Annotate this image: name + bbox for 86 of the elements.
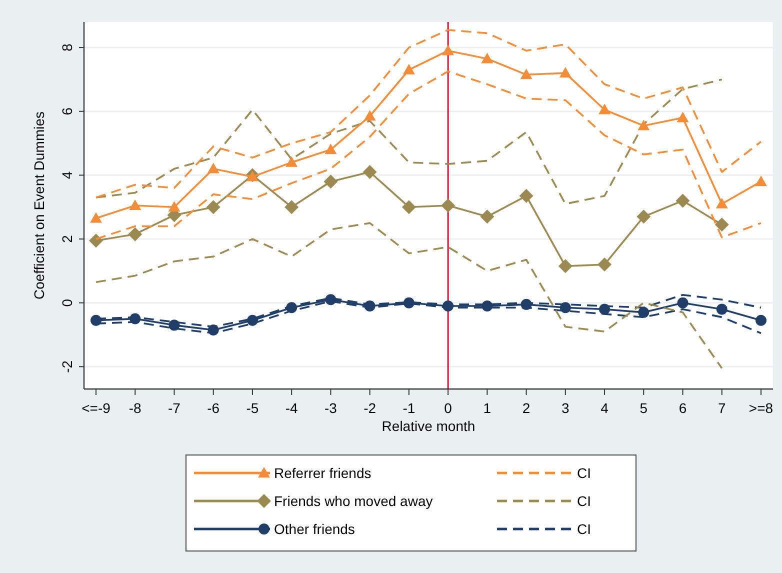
point (755, 176, 767, 186)
point (208, 324, 219, 336)
line-series (95, 222, 723, 370)
point (480, 210, 494, 224)
legend-label: Other friends (274, 521, 355, 537)
point (89, 234, 103, 248)
x-tick-label: -6 (207, 400, 220, 416)
x-tick-label: -7 (168, 400, 181, 416)
legend-label: CI (577, 493, 591, 509)
point (442, 300, 454, 312)
x-tick-label: -3 (324, 400, 338, 416)
point (560, 302, 571, 314)
point (442, 44, 454, 56)
point (481, 52, 494, 64)
x-tick-label: -4 (285, 400, 298, 416)
point (207, 162, 220, 174)
point (402, 64, 415, 74)
x-tick-label: 1 (483, 400, 492, 416)
legend-label: Referrer friends (274, 465, 372, 481)
point (677, 297, 688, 308)
x-tick-label: -1 (402, 400, 416, 416)
point (598, 258, 612, 272)
line-series (95, 78, 723, 205)
y-tick-label: 4 (59, 171, 75, 180)
point (676, 194, 690, 208)
point (286, 302, 298, 314)
point (129, 200, 142, 210)
point (324, 144, 337, 154)
x-tick-label: 0 (444, 400, 452, 416)
x-tick-label: 2 (522, 400, 530, 416)
y-tick-label: -2 (59, 360, 75, 373)
x-tick-label: 6 (678, 400, 687, 416)
x-tick-label: 5 (640, 400, 648, 416)
point (286, 156, 298, 167)
x-tick-label: 4 (600, 400, 609, 416)
point (128, 227, 142, 242)
point (756, 314, 766, 326)
point (716, 198, 728, 208)
y-tick-label: 0 (59, 298, 75, 307)
x-tick-label: -2 (364, 400, 376, 416)
point (246, 314, 258, 326)
x-tick-label: -5 (246, 400, 259, 416)
y-axis-title: Coefficient on Event Dummies (31, 111, 47, 300)
point (520, 298, 532, 310)
x-tick-label: -8 (128, 400, 142, 416)
point (130, 313, 141, 324)
legend-label: Friends who moved away (274, 493, 433, 509)
point (441, 198, 456, 212)
legend-label: CI (577, 465, 591, 481)
y-tick-label: 6 (59, 107, 75, 116)
point (246, 170, 258, 182)
point (403, 297, 414, 308)
point (324, 174, 338, 189)
point (482, 300, 493, 312)
point (520, 68, 532, 80)
y-tick-label: 8 (59, 43, 75, 52)
x-tick-label: 3 (562, 400, 570, 416)
point (519, 188, 534, 203)
point (598, 104, 611, 114)
point (90, 212, 102, 223)
point (599, 304, 610, 315)
x-tick-label: 7 (718, 400, 726, 416)
point (90, 314, 102, 326)
line-series (95, 29, 762, 198)
point (402, 200, 416, 214)
point (325, 294, 336, 306)
y-tick-label: 2 (59, 234, 75, 243)
point (284, 200, 299, 214)
point (638, 306, 650, 318)
x-tick-label: <=-9 (82, 400, 111, 416)
point (638, 120, 650, 130)
point (559, 67, 572, 78)
legend-label: CI (577, 521, 591, 537)
point (168, 201, 180, 212)
point (168, 320, 180, 331)
point (362, 164, 377, 179)
point (676, 112, 689, 122)
point (636, 210, 651, 224)
x-axis-title: Relative month (382, 418, 476, 434)
point (206, 200, 220, 214)
point (364, 300, 376, 312)
point (364, 110, 376, 121)
point (558, 259, 572, 274)
point (714, 218, 729, 232)
x-tick-label: >=8 (748, 400, 774, 416)
point (716, 304, 728, 315)
